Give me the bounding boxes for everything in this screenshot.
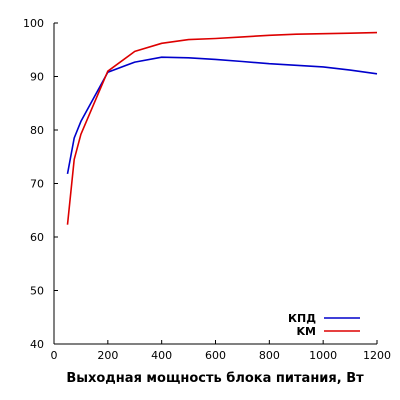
x-tick-label: 1200 <box>363 349 391 362</box>
y-tick-label: 80 <box>30 124 44 137</box>
legend-label-1: КПД <box>288 312 316 325</box>
y-tick-label: 40 <box>30 338 44 351</box>
series-line-1 <box>66 56 378 175</box>
series-line-2 <box>66 31 378 225</box>
plot-frame <box>53 23 377 345</box>
x-tick-label: 1000 <box>309 349 337 362</box>
y-tick-label: 90 <box>30 71 44 84</box>
y-tick-label: 50 <box>30 285 44 298</box>
x-tick-label: 200 <box>97 349 118 362</box>
y-tick-label: 70 <box>30 178 44 191</box>
x-tick-label: 800 <box>259 349 280 362</box>
x-axis-label: Выходная мощность блока питания, Вт <box>66 371 364 386</box>
x-tick-label: 0 <box>51 349 58 362</box>
series-lines <box>66 31 378 225</box>
x-tick-label: 400 <box>151 349 172 362</box>
legend-label-2: KM <box>297 325 316 338</box>
y-tick-label: 100 <box>23 17 44 30</box>
x-tick-label: 600 <box>205 349 226 362</box>
y-tick-label: 60 <box>30 231 44 244</box>
